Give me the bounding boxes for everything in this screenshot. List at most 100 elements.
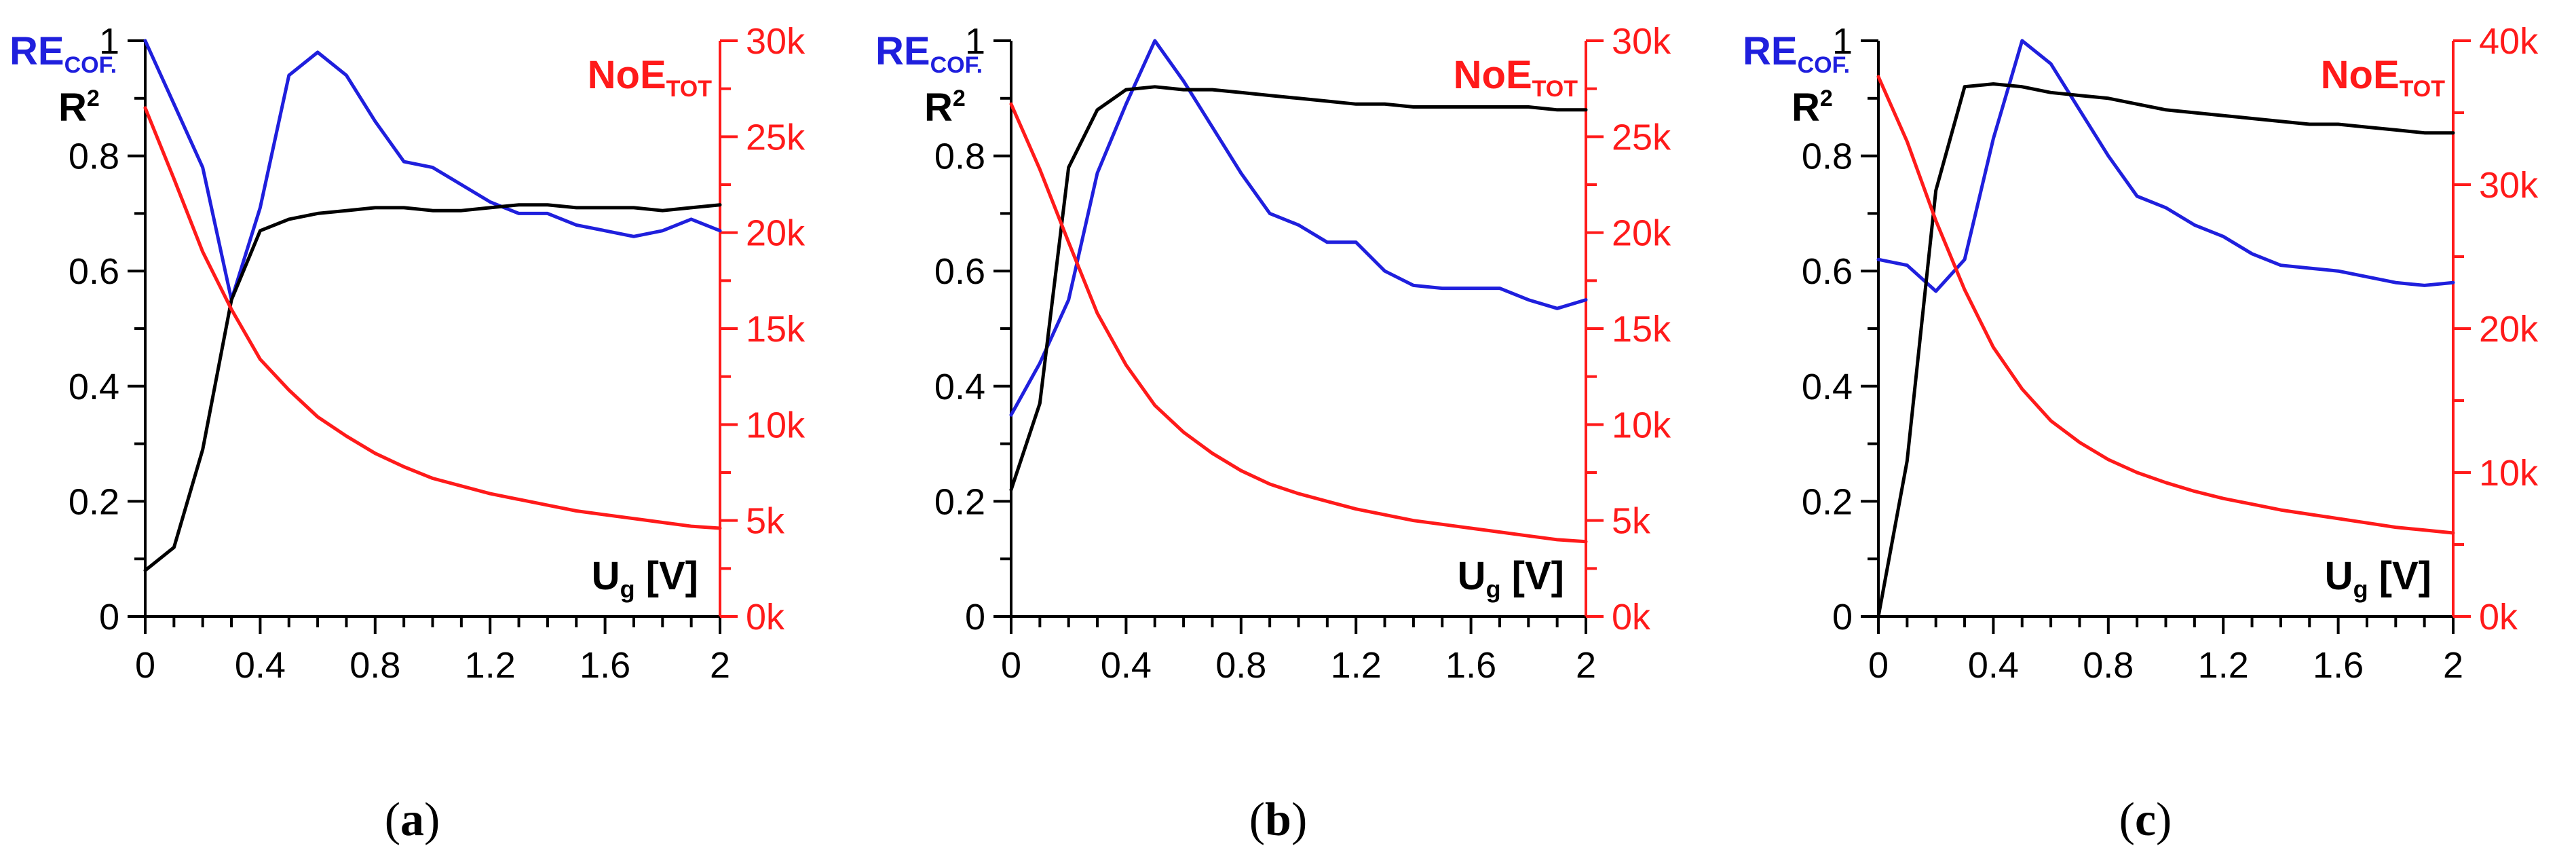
caption-paren: ( <box>1249 794 1265 846</box>
data-point-blue <box>2279 264 2282 267</box>
data-point-black <box>230 299 233 301</box>
data-point-black <box>1268 94 1271 97</box>
data-point-red <box>432 477 434 479</box>
data-point-red <box>1240 469 1243 472</box>
data-point-black <box>2049 91 2052 94</box>
data-point-blue <box>2251 253 2254 255</box>
chart-panel-c: 0 0.4 0.8 1.2 1.6 200.20.40.60.810k10k20k30k4… <box>1743 21 2539 846</box>
title-main: RE <box>10 29 64 73</box>
data-point-red <box>1154 404 1156 407</box>
title-main: U <box>2325 554 2353 598</box>
title-main: NoE <box>588 53 666 97</box>
data-point-black <box>1498 106 1501 109</box>
y-right-tick-label: 20k <box>1612 213 1671 254</box>
data-point-red <box>1527 534 1530 537</box>
data-point-blue <box>2049 62 2052 65</box>
x-tick-label: 0 <box>1001 645 1021 686</box>
y-left-tick-label: 1 <box>1832 21 1853 62</box>
x-tick-label: 1.2 <box>1331 645 1382 686</box>
data-point-blue <box>1268 212 1271 215</box>
y-left-tick-label: 0.4 <box>69 367 119 407</box>
data-point-red <box>288 388 290 391</box>
right-axis-title-noe: NoETOT <box>2321 53 2446 102</box>
data-point-red <box>546 504 549 506</box>
y-right-tick-label: 10k <box>2479 453 2539 494</box>
title-unit: [V] <box>2368 554 2431 598</box>
data-point-blue <box>2394 281 2397 284</box>
data-point-black <box>575 206 577 209</box>
data-point-blue <box>2107 155 2110 158</box>
data-point-black <box>288 218 290 221</box>
x-tick-label: 1.6 <box>580 645 630 686</box>
data-point-red <box>489 492 491 495</box>
x-tick-label: 0.4 <box>235 645 286 686</box>
data-point-red <box>1298 492 1300 495</box>
data-point-black <box>1124 88 1127 91</box>
data-point-black <box>1211 88 1213 91</box>
data-point-red <box>460 485 463 487</box>
data-point-blue <box>690 218 693 221</box>
data-point-blue <box>374 120 377 123</box>
x-tick-label: 0.4 <box>1968 645 2019 686</box>
title-main: NoE <box>1454 53 1532 97</box>
title-main: R <box>58 86 87 130</box>
data-point-blue <box>2452 281 2455 284</box>
data-point-red <box>1963 289 1966 291</box>
data-point-blue <box>1154 39 1156 42</box>
x-tick-label: 1.2 <box>465 645 516 686</box>
data-point-black <box>690 206 693 209</box>
data-point-red <box>1124 364 1127 367</box>
data-point-black <box>2366 126 2368 128</box>
title-subscript: TOT <box>2400 76 2446 102</box>
data-point-red <box>1877 75 1880 78</box>
caption-letter: c <box>2135 794 2156 846</box>
title-main: RE <box>875 29 930 73</box>
data-point-black <box>1298 97 1300 100</box>
y-right-tick-label: 25k <box>746 117 806 158</box>
title-main: U <box>1458 554 1486 598</box>
y-right-tick-label: 10k <box>1612 405 1671 445</box>
data-point-black <box>1441 106 1443 109</box>
y-left-tick-label: 0.8 <box>1802 136 1853 177</box>
data-point-black <box>1182 88 1185 91</box>
y-right-tick-label: 15k <box>746 309 806 350</box>
y-right-tick-label: 30k <box>1612 21 1671 62</box>
caption-letter: a <box>400 794 424 846</box>
data-point-black <box>1992 83 1994 86</box>
data-point-blue <box>719 229 721 232</box>
title-main: R <box>924 86 953 130</box>
data-point-blue <box>144 39 147 42</box>
data-point-black <box>2193 111 2196 114</box>
data-point-red <box>144 107 147 109</box>
data-point-black <box>546 204 549 206</box>
title-subscript: COF. <box>930 52 983 78</box>
y-left-tick-label: 0.4 <box>1802 367 1853 407</box>
data-point-black <box>632 206 635 209</box>
data-point-black <box>1067 166 1070 169</box>
data-point-black <box>1154 86 1156 88</box>
data-point-black <box>2423 132 2426 134</box>
data-point-blue <box>632 235 635 238</box>
data-point-black <box>1355 103 1357 105</box>
data-point-black <box>144 569 147 572</box>
data-point-red <box>632 517 635 520</box>
data-point-red <box>2136 471 2138 474</box>
y-left-tick-label: 0 <box>1832 597 1853 638</box>
data-point-black <box>432 209 434 212</box>
data-point-red <box>202 251 204 253</box>
data-point-red <box>690 525 693 528</box>
y-left-tick-label: 0.8 <box>69 136 119 177</box>
data-point-blue <box>1585 299 1587 301</box>
data-point-blue <box>2165 206 2167 209</box>
right-axis-title-noe: NoETOT <box>588 53 713 102</box>
data-point-black <box>1963 86 1966 88</box>
data-point-red <box>2394 526 2397 529</box>
title-superscript: 2 <box>953 86 966 111</box>
data-point-blue <box>432 166 434 169</box>
title-main: R <box>1792 86 1820 130</box>
data-point-black <box>259 229 261 232</box>
data-point-red <box>2165 481 2167 484</box>
x-tick-label: 0.8 <box>1215 645 1266 686</box>
data-point-black <box>2021 86 2024 88</box>
